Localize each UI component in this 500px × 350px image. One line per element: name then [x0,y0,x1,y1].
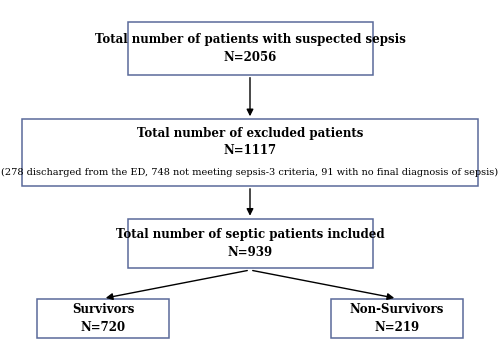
Text: N=1117: N=1117 [224,145,276,158]
Text: Survivors: Survivors [72,303,134,316]
Text: Total number of septic patients included: Total number of septic patients included [116,228,384,241]
FancyBboxPatch shape [22,119,478,186]
Text: Non-Survivors: Non-Survivors [350,303,444,316]
FancyBboxPatch shape [37,299,169,338]
FancyBboxPatch shape [128,219,372,268]
Text: Total number of patients with suspected sepsis: Total number of patients with suspected … [94,33,406,46]
Text: Total number of excluded patients: Total number of excluded patients [137,127,363,140]
Text: N=720: N=720 [80,321,126,334]
FancyBboxPatch shape [331,299,463,338]
Text: (278 discharged from the ED, 748 not meeting sepsis-3 criteria, 91 with no final: (278 discharged from the ED, 748 not mee… [2,168,498,177]
Text: N=219: N=219 [374,321,420,334]
FancyBboxPatch shape [128,21,372,75]
Text: N=939: N=939 [228,246,272,259]
Text: N=2056: N=2056 [224,50,276,63]
